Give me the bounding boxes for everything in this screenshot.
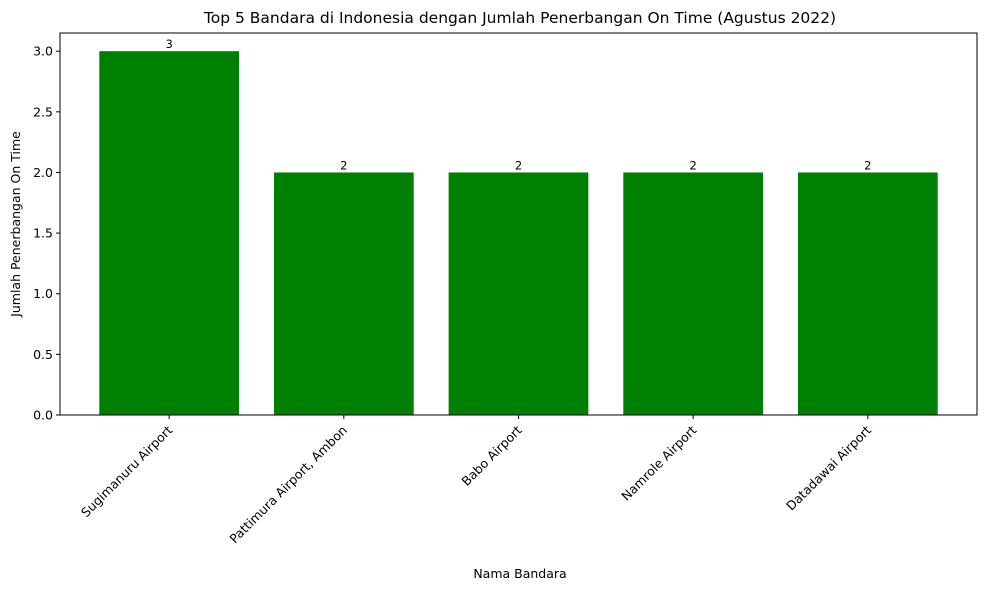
data-label-2: 2 [340, 158, 347, 172]
chart-title: Top 5 Bandara di Indonesia dengan Jumlah… [203, 9, 836, 27]
x-tick-label-3: Babo Airport [458, 422, 524, 488]
y-tick-label-3: 1.0 [33, 286, 53, 301]
y-tick-label-1: 0.0 [33, 408, 53, 423]
bar-1 [99, 51, 240, 415]
x-tick-label-1: Sugimanuru Airport [78, 422, 175, 519]
y-tick-label-5: 2.0 [33, 165, 53, 180]
data-label-3: 2 [515, 158, 522, 172]
data-label-5: 2 [864, 158, 871, 172]
x-tick-label-2: Pattimura Airport, Ambon [226, 423, 350, 547]
x-axis-label: Nama Bandara [473, 566, 566, 581]
y-tick-label-4: 1.5 [33, 226, 53, 241]
bar-3 [448, 172, 589, 415]
y-axis-label: Jumlah Penerbangan On Time [8, 131, 23, 318]
x-tick-label-5: Datadawai Airport [783, 422, 874, 513]
bar-4 [623, 172, 764, 415]
data-label-4: 2 [690, 158, 697, 172]
x-tick-label-4: Namrole Airport [618, 422, 699, 503]
plot-area: 3 Sugimanuru Airport 2 Pattimura Airport, A… [33, 32, 978, 547]
y-tick-label-2: 0.5 [33, 347, 53, 362]
bar-5 [797, 172, 938, 415]
y-tick-label-7: 3.0 [33, 44, 53, 59]
bar-2 [273, 172, 414, 415]
y-tick-label-6: 2.5 [33, 104, 53, 119]
data-label-1: 3 [166, 37, 173, 51]
plot-frame [59, 32, 978, 416]
